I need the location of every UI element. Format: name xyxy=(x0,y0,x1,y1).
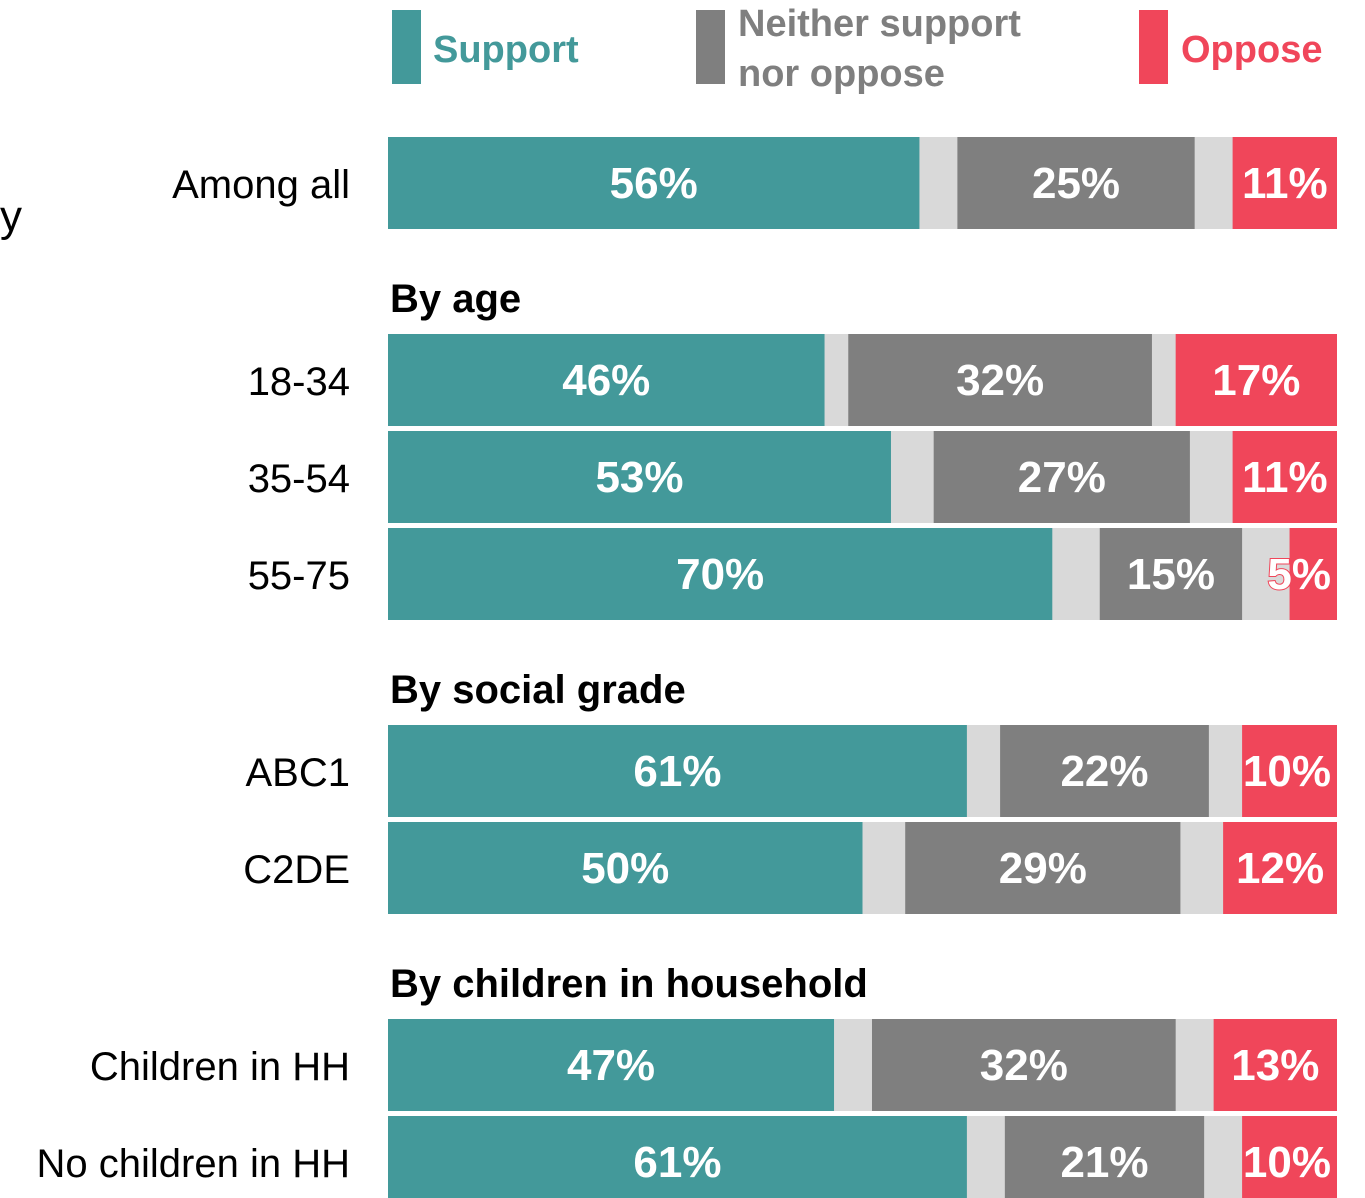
bar-support xyxy=(388,1116,967,1198)
row-label: 35-54 xyxy=(248,457,350,501)
bar-neither xyxy=(933,431,1190,523)
group-heading: By social grade xyxy=(390,668,686,712)
row-label: 18-34 xyxy=(248,360,350,404)
row-label: Children in HH xyxy=(90,1045,350,1089)
legend-label-support: Support xyxy=(433,29,579,71)
group-heading: By age xyxy=(390,277,521,321)
legend-label-neither-line2: nor oppose xyxy=(738,53,945,95)
row-label: ABC1 xyxy=(246,751,351,795)
cropped-text-fragment: y xyxy=(0,192,22,241)
data-label-oppose: 10% xyxy=(1243,1138,1331,1187)
data-label-oppose: 12% xyxy=(1236,844,1324,893)
legend-swatch-support xyxy=(392,10,421,84)
bar-neither xyxy=(1000,725,1209,817)
bar-neither xyxy=(871,1019,1176,1111)
bar-oppose xyxy=(1175,334,1337,426)
data-label-oppose: 13% xyxy=(1231,1041,1319,1090)
bar-neither xyxy=(957,137,1195,229)
bar-oppose xyxy=(1289,528,1337,620)
bar-neither xyxy=(1099,528,1243,620)
row-label: No children in HH xyxy=(37,1142,350,1186)
bar-neither xyxy=(905,822,1181,914)
legend-swatch-oppose xyxy=(1139,10,1168,84)
row-label: C2DE xyxy=(243,848,350,892)
data-label-support: 53% xyxy=(595,453,683,502)
legend-label-neither-line1: Neither support xyxy=(738,3,1021,45)
bar-oppose xyxy=(1232,431,1337,523)
bar-support xyxy=(388,137,920,229)
bar-support xyxy=(388,725,967,817)
data-label-support: 46% xyxy=(562,356,650,405)
data-label-neither: 25% xyxy=(1032,159,1120,208)
data-label-oppose: 5% xyxy=(1267,550,1331,599)
bar-support xyxy=(388,822,863,914)
data-label-support: 61% xyxy=(633,747,721,796)
data-label-neither: 22% xyxy=(1060,747,1148,796)
data-label-oppose: 11% xyxy=(1242,453,1328,502)
data-label-neither: 21% xyxy=(1060,1138,1148,1187)
data-label-support: 56% xyxy=(610,159,698,208)
legend-swatch-neither xyxy=(696,10,725,84)
data-label-neither: 32% xyxy=(956,356,1044,405)
bar-neither xyxy=(848,334,1152,426)
bar-oppose xyxy=(1232,137,1337,229)
data-label-neither: 29% xyxy=(999,844,1087,893)
data-label-support: 61% xyxy=(633,1138,721,1187)
data-label-oppose: 17% xyxy=(1212,356,1300,405)
row-label: Among all xyxy=(172,163,350,207)
group-heading: By children in household xyxy=(390,962,868,1006)
data-label-neither: 27% xyxy=(1018,453,1106,502)
data-label-support: 50% xyxy=(581,844,669,893)
legend-label-oppose: Oppose xyxy=(1181,29,1323,71)
data-label-support: 47% xyxy=(567,1041,655,1090)
bar-support xyxy=(388,334,825,426)
data-label-oppose: 10% xyxy=(1243,747,1331,796)
bar-oppose xyxy=(1213,1019,1337,1111)
bar-support xyxy=(388,431,891,523)
bar-oppose xyxy=(1223,822,1337,914)
data-label-support: 70% xyxy=(676,550,764,599)
data-label-oppose: 11% xyxy=(1242,159,1328,208)
data-label-neither: 15% xyxy=(1127,550,1215,599)
data-label-neither: 32% xyxy=(980,1041,1068,1090)
bar-neither xyxy=(1004,1116,1205,1198)
bar-oppose xyxy=(1242,1116,1337,1198)
bar-oppose xyxy=(1242,725,1337,817)
bar-support xyxy=(388,1019,835,1111)
row-label: 55-75 xyxy=(248,554,350,598)
bar-support xyxy=(388,528,1053,620)
